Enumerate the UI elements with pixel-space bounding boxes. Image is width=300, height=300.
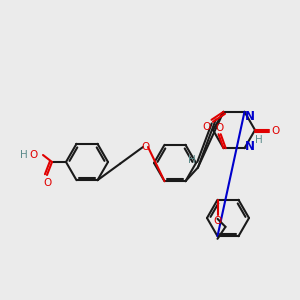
Text: N: N	[244, 140, 254, 153]
Text: O: O	[202, 122, 211, 132]
Text: O: O	[213, 216, 222, 226]
Text: H: H	[188, 154, 196, 165]
Text: H: H	[255, 135, 262, 145]
Text: O: O	[215, 123, 223, 133]
Text: O: O	[43, 178, 51, 188]
Text: H: H	[20, 150, 28, 160]
Text: O: O	[272, 126, 280, 136]
Text: O: O	[29, 150, 37, 160]
Text: O: O	[141, 142, 149, 152]
Text: N: N	[244, 110, 254, 123]
